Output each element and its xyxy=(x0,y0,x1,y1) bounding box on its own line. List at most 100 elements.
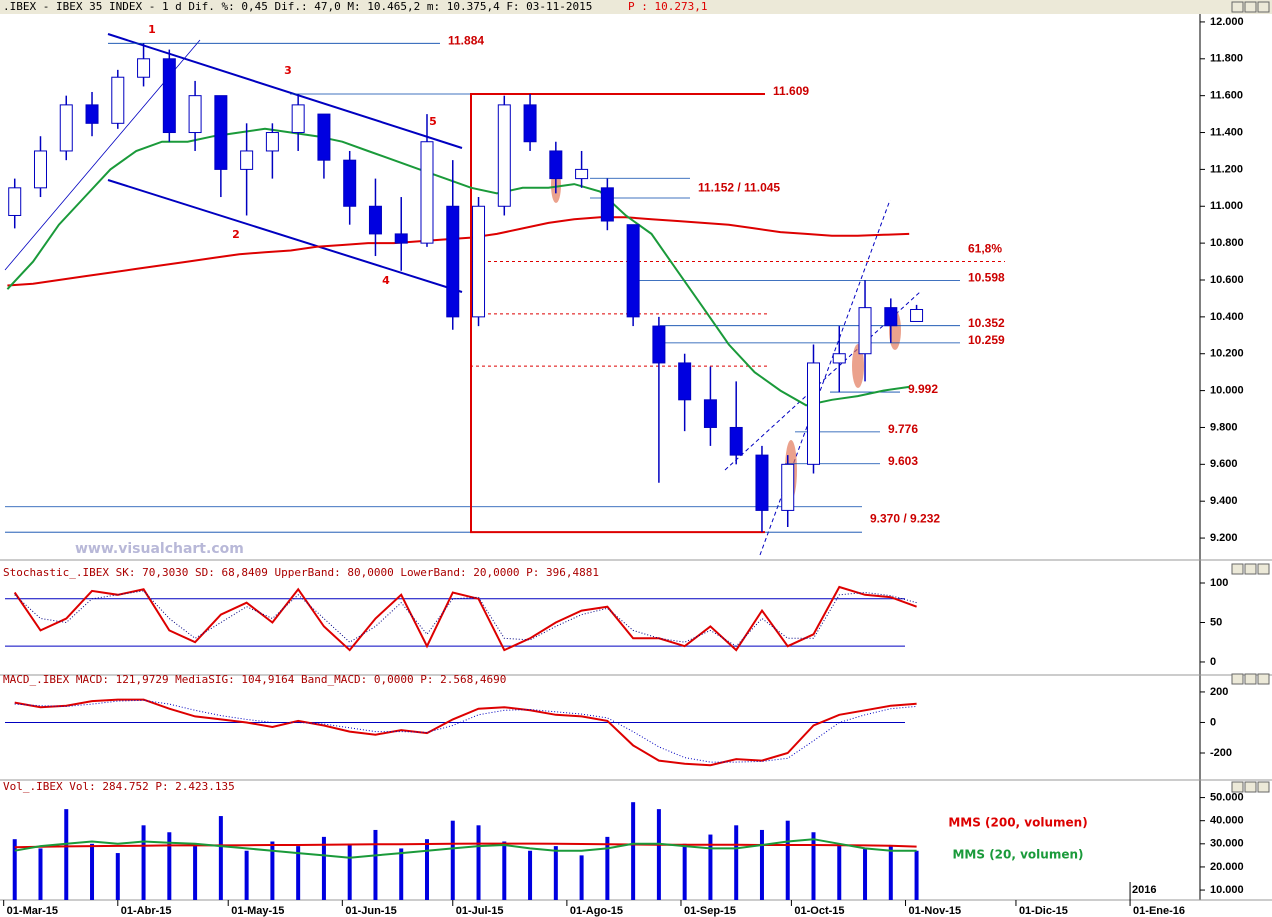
x-tick-label: 01-Mar-15 xyxy=(7,905,58,917)
x-tick-label: 01-Abr-15 xyxy=(121,905,172,917)
x-tick-label: 01-Jul-15 xyxy=(456,905,504,917)
window-button[interactable] xyxy=(1231,563,1244,575)
volume-bar xyxy=(837,843,842,900)
candle-body xyxy=(291,104,305,134)
candle-body xyxy=(703,399,717,428)
candle-body xyxy=(111,76,125,124)
candle-body xyxy=(214,95,228,170)
volume-bar xyxy=(476,825,481,900)
y-tick-label: 11.200 xyxy=(1210,163,1243,175)
x-tick-label: 01-Oct-15 xyxy=(794,905,844,917)
window-button[interactable] xyxy=(1257,1,1270,13)
y-tick-label: 10.600 xyxy=(1210,274,1244,286)
candle-body xyxy=(626,224,640,318)
candle-body xyxy=(85,104,99,124)
level-label: 9.370 / 9.232 xyxy=(870,512,940,526)
legend-label: MMS (20, volumen) xyxy=(952,848,1083,862)
level-label: 11.884 xyxy=(448,33,484,47)
window-button[interactable] xyxy=(1257,781,1270,793)
fib-label: 61,8% xyxy=(968,242,1002,256)
x-tick-label: 01-Sep-15 xyxy=(684,905,736,917)
volume-bar xyxy=(605,836,610,900)
volume-bar xyxy=(785,820,790,900)
window-button[interactable] xyxy=(1231,673,1244,685)
window-button[interactable] xyxy=(1244,563,1257,575)
volume-bar xyxy=(115,853,120,900)
level-label: 11.609 xyxy=(773,84,809,98)
volume-bar xyxy=(167,832,172,900)
watermark: www.visualchart.com xyxy=(75,541,244,557)
y-tick-label: 10.200 xyxy=(1210,348,1244,360)
wave-label: 1 xyxy=(148,23,156,36)
volume-bar xyxy=(270,841,275,900)
x-tick-label: 01-Ene-16 xyxy=(1133,905,1185,917)
window-button[interactable] xyxy=(1244,673,1257,685)
volume-bar xyxy=(450,820,455,900)
year-label: 2016 xyxy=(1132,884,1156,896)
y-tick-label: 11.400 xyxy=(1210,126,1243,138)
y-tick-label: 40.000 xyxy=(1210,815,1244,827)
y-tick-label: 0 xyxy=(1210,716,1216,728)
wave-label: 2 xyxy=(232,228,240,241)
y-tick-label: 100 xyxy=(1210,577,1228,589)
window-button[interactable] xyxy=(1231,781,1244,793)
legend-label: MMS (200, volumen) xyxy=(948,816,1087,830)
volume-bar xyxy=(888,846,893,900)
volume-bar xyxy=(914,850,919,900)
volume-bar xyxy=(321,836,326,900)
y-tick-label: 11.600 xyxy=(1210,90,1243,102)
level-label: 10.352 xyxy=(968,316,1005,330)
window-button[interactable] xyxy=(1244,781,1257,793)
candle-body xyxy=(781,463,795,511)
candle-body xyxy=(162,58,176,134)
level-label: 9.776 xyxy=(888,422,918,436)
candle-body xyxy=(858,307,872,355)
panel-title: MACD_.IBEX MACD: 121,9729 MediaSIG: 104,… xyxy=(3,673,506,686)
candle-body xyxy=(265,132,279,152)
indicator-line xyxy=(14,699,917,763)
volume-bar xyxy=(631,802,636,900)
moving-average xyxy=(6,127,910,407)
candle-body xyxy=(652,325,666,364)
candle-body xyxy=(420,141,434,244)
last-price: P : 10.273,1 xyxy=(628,0,707,13)
volume-bar xyxy=(12,839,17,900)
candle-body xyxy=(137,58,151,78)
y-tick-label: 50.000 xyxy=(1210,791,1244,803)
level-label: 11.152 / 11.045 xyxy=(698,180,780,194)
volume-average xyxy=(14,838,917,859)
window-button[interactable] xyxy=(1257,563,1270,575)
window-button[interactable] xyxy=(1257,673,1270,685)
x-tick-label: 01-Nov-15 xyxy=(909,905,962,917)
y-tick-label: 0 xyxy=(1210,656,1216,668)
y-tick-label: 20.000 xyxy=(1210,861,1244,873)
candle-body xyxy=(188,95,202,134)
window-button[interactable] xyxy=(1231,1,1244,13)
volume-bar xyxy=(193,843,198,900)
volume-bar xyxy=(141,825,146,900)
candle-body xyxy=(59,104,73,152)
volume-bar xyxy=(347,843,352,900)
volume-bar xyxy=(399,848,404,900)
level-label: 9.603 xyxy=(888,454,918,468)
volume-bar xyxy=(811,832,816,900)
volume-bar xyxy=(64,809,69,900)
y-tick-label: 9.400 xyxy=(1210,495,1238,507)
y-tick-label: 12.000 xyxy=(1210,16,1244,28)
volume-bar xyxy=(218,816,223,900)
chart-title: .IBEX - IBEX 35 INDEX - 1 d Dif. %: 0,45… xyxy=(3,0,592,13)
candle-body xyxy=(910,308,924,322)
candle-body xyxy=(446,205,460,318)
indicator-line xyxy=(13,585,917,652)
volume-bar xyxy=(759,829,764,900)
x-tick-label: 01-Jun-15 xyxy=(345,905,396,917)
x-tick-label: 01-Ago-15 xyxy=(570,905,623,917)
volume-bar xyxy=(682,843,687,900)
window-button[interactable] xyxy=(1244,1,1257,13)
indicator-line xyxy=(14,698,917,767)
y-tick-label: 9.800 xyxy=(1210,421,1238,433)
x-tick-label: 01-May-15 xyxy=(231,905,284,917)
candle-body xyxy=(600,187,614,222)
panel-title: Vol_.IBEX Vol: 284.752 P: 2.423.135 xyxy=(3,780,235,793)
